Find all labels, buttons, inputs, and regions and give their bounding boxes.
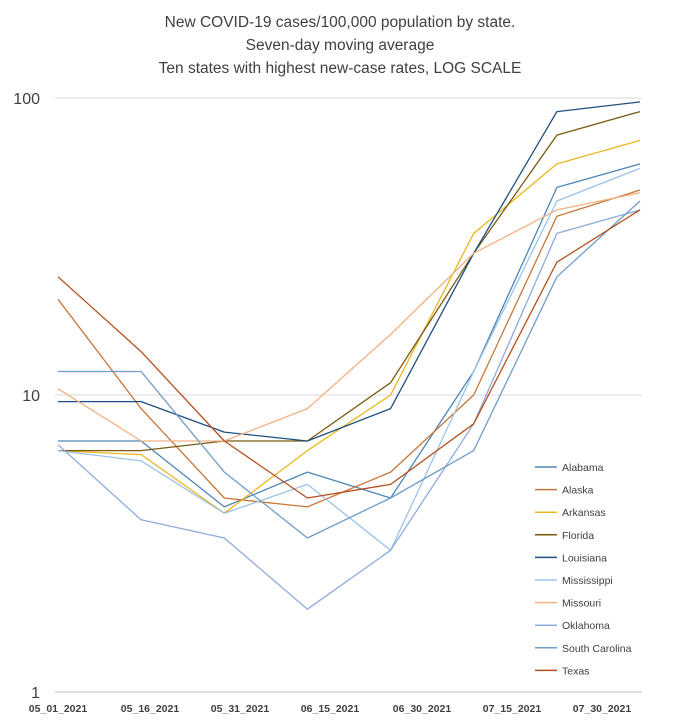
series-group — [57, 101, 641, 610]
x-tick-label: 05_16_2021 — [121, 703, 180, 715]
x-tick-label: 05_01_2021 — [29, 703, 88, 715]
x-tick-label: 06_15_2021 — [301, 703, 360, 715]
series-line-florida — [58, 110, 641, 452]
x-tick-label: 06_30_2021 — [393, 703, 452, 715]
legend-label: Arkansas — [562, 507, 606, 519]
x-tick-label: 07_15_2021 — [483, 703, 542, 715]
series-line-alabama — [58, 163, 641, 508]
legend-label: South Carolina — [562, 643, 632, 655]
y-tick-label-10: 10 — [22, 388, 40, 405]
x-tick-label: 05_31_2021 — [211, 703, 270, 715]
series-line-oklahoma — [57, 209, 641, 610]
legend-label: Missouri — [562, 598, 601, 610]
y-tick-label-1: 1 — [31, 685, 40, 702]
legend: Alabama Alaska Arkansas Florida Louisiana Mis… — [535, 462, 632, 677]
legend-label: Oklahoma — [562, 620, 610, 632]
legend-label: Alabama — [562, 462, 604, 474]
series-line-texas — [57, 209, 641, 499]
chart-title-line-2: Seven-day moving average — [246, 37, 435, 54]
series-line-south-carolina — [58, 200, 641, 539]
series-line-arkansas — [57, 139, 641, 514]
series-line-louisiana — [58, 101, 641, 442]
x-tick-label: 07_30_2021 — [573, 703, 632, 715]
legend-label: Texas — [562, 665, 589, 677]
legend-label: Mississippi — [562, 575, 613, 587]
chart-title-line-3: Ten states with highest new-case rates, … — [159, 60, 522, 77]
series-line-alaska — [57, 189, 641, 508]
chart-title-line-1: New COVID-19 cases/100,000 population by… — [165, 14, 516, 31]
y-tick-label-100: 100 — [13, 91, 40, 108]
legend-label: Louisiana — [562, 552, 607, 564]
legend-label: Florida — [562, 530, 594, 542]
legend-label: Alaska — [562, 485, 594, 497]
series-line-missouri — [57, 192, 641, 442]
